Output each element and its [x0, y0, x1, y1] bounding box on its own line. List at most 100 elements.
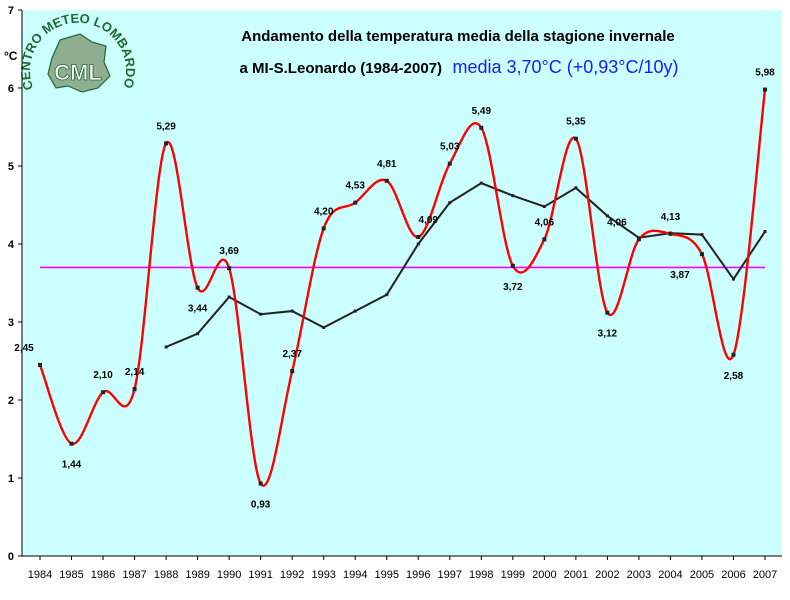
temperature-point: [353, 200, 358, 205]
temperature-point: [573, 136, 578, 141]
temperature-point: [321, 226, 326, 231]
data-label: 3,69: [219, 246, 239, 257]
x-tick-label: 2003: [627, 569, 651, 581]
temperature-point: [132, 387, 137, 392]
y-tick-label: 5: [8, 161, 14, 173]
data-label: 5,35: [566, 117, 586, 128]
data-label: 3,12: [598, 329, 618, 340]
y-tick-label: 7: [8, 5, 14, 17]
moving-average-point: [290, 309, 294, 313]
temperature-point: [605, 310, 610, 315]
x-tick-label: 2002: [595, 569, 619, 581]
moving-average-point: [700, 233, 704, 237]
data-label: 4,06: [535, 217, 555, 228]
moving-average-point: [479, 181, 483, 185]
y-tick-label: 2: [8, 395, 14, 407]
chart-title-line2: a MI-S.Leonardo (1984-2007) media 3,70°C…: [239, 57, 678, 77]
chart-title-location: a MI-S.Leonardo (1984-2007): [239, 60, 442, 77]
x-tick-label: 1997: [438, 569, 462, 581]
data-label: 2,45: [14, 343, 34, 354]
x-tick-label: 1990: [217, 569, 241, 581]
data-label: 5,29: [156, 121, 176, 132]
series-seasonal-temperature-line: [38, 89, 767, 487]
moving-average-point: [196, 332, 200, 336]
moving-average-point: [385, 293, 389, 297]
logo-center-text: CML: [54, 60, 102, 85]
data-label: 3,87: [670, 270, 690, 281]
x-tick-label: 2004: [658, 569, 682, 581]
temperature-point: [101, 390, 106, 395]
y-tick-label: 3: [8, 317, 14, 329]
moving-average-point: [416, 242, 420, 246]
moving-average-point: [164, 345, 168, 349]
data-label: 4,81: [377, 159, 397, 170]
data-label: 5,98: [755, 68, 775, 79]
moving-average-point: [322, 325, 326, 329]
data-label: 2,58: [724, 371, 744, 382]
axes: 0 1 2 3 4 5 6 7 1984 1985 1986 1987 1988 1989 1990 199…: [8, 5, 782, 581]
temperature-point: [416, 234, 421, 239]
plot-area: [22, 10, 782, 556]
temperature-point: [290, 369, 295, 374]
data-label: 2,37: [282, 349, 302, 360]
chart-title-average: media 3,70°C (+0,93°C/10y): [453, 57, 679, 77]
x-tick-label: 2007: [753, 569, 777, 581]
temperature-point: [69, 441, 74, 446]
temperature-point: [668, 231, 673, 236]
x-tick-label: 1994: [343, 569, 367, 581]
moving-average-point: [763, 230, 767, 234]
data-label: 3,72: [503, 282, 523, 293]
x-tick-label: 1993: [311, 569, 335, 581]
temperature-point: [636, 237, 641, 242]
moving-average-point: [259, 312, 263, 316]
x-tick-label: 2005: [690, 569, 714, 581]
temperature-point: [38, 362, 42, 367]
temperature-point: [164, 141, 169, 146]
x-tick-label: 1999: [501, 569, 525, 581]
chart-title-line1: Andamento della temperatura media della …: [241, 28, 674, 45]
moving-average-point: [574, 186, 578, 190]
y-tick-label: 0: [8, 551, 14, 563]
x-tick-label: 1996: [406, 569, 430, 581]
x-tick-label: 1995: [374, 569, 398, 581]
moving-average-point: [511, 194, 515, 198]
x-tick-label: 1986: [91, 569, 115, 581]
x-tick-label: 2001: [564, 569, 588, 581]
data-label: 5,03: [440, 142, 460, 153]
temperature-point: [731, 352, 736, 357]
x-tick-label: 1988: [154, 569, 178, 581]
temperature-point: [479, 125, 484, 130]
data-label: 4,09: [419, 215, 439, 226]
x-tick-label: 1991: [248, 569, 272, 581]
x-tick-label: 2000: [532, 569, 556, 581]
x-tick-label: 1992: [280, 569, 304, 581]
data-label: 2,14: [125, 367, 145, 378]
temperature-point: [699, 252, 704, 257]
moving-average-point: [542, 205, 546, 209]
x-tick-label: 2006: [721, 569, 745, 581]
y-tick-label: 1: [8, 473, 14, 485]
y-tick-label: 4: [8, 239, 15, 251]
moving-average-point: [605, 214, 609, 218]
data-label: 4,13: [661, 212, 681, 223]
data-label: 3,44: [188, 304, 208, 315]
data-label: 1,44: [62, 460, 82, 471]
temperature-point: [510, 263, 515, 268]
data-label: 4,06: [607, 217, 627, 228]
temperature-point: [195, 285, 200, 290]
moving-average-point: [353, 309, 357, 313]
temperature-point: [542, 237, 547, 242]
data-labels: 2,45 1,44 2,10 2,14 5,29 3,44 3,69 0,93 2,37 4,20…: [14, 68, 775, 511]
x-tick-label: 1998: [469, 569, 493, 581]
moving-average-point: [448, 201, 452, 205]
y-tick-label: 6: [8, 83, 14, 95]
moving-average-point: [731, 277, 735, 281]
x-tick-label: 1987: [122, 569, 146, 581]
logo-region-shape: [47, 33, 111, 93]
y-axis-unit-label: °C: [4, 49, 18, 63]
x-tick-label: 1984: [28, 569, 52, 581]
series-layer: [38, 87, 767, 487]
data-label: 4,53: [345, 181, 365, 192]
temperature-point: [447, 161, 452, 166]
temperature-point: [763, 87, 767, 92]
